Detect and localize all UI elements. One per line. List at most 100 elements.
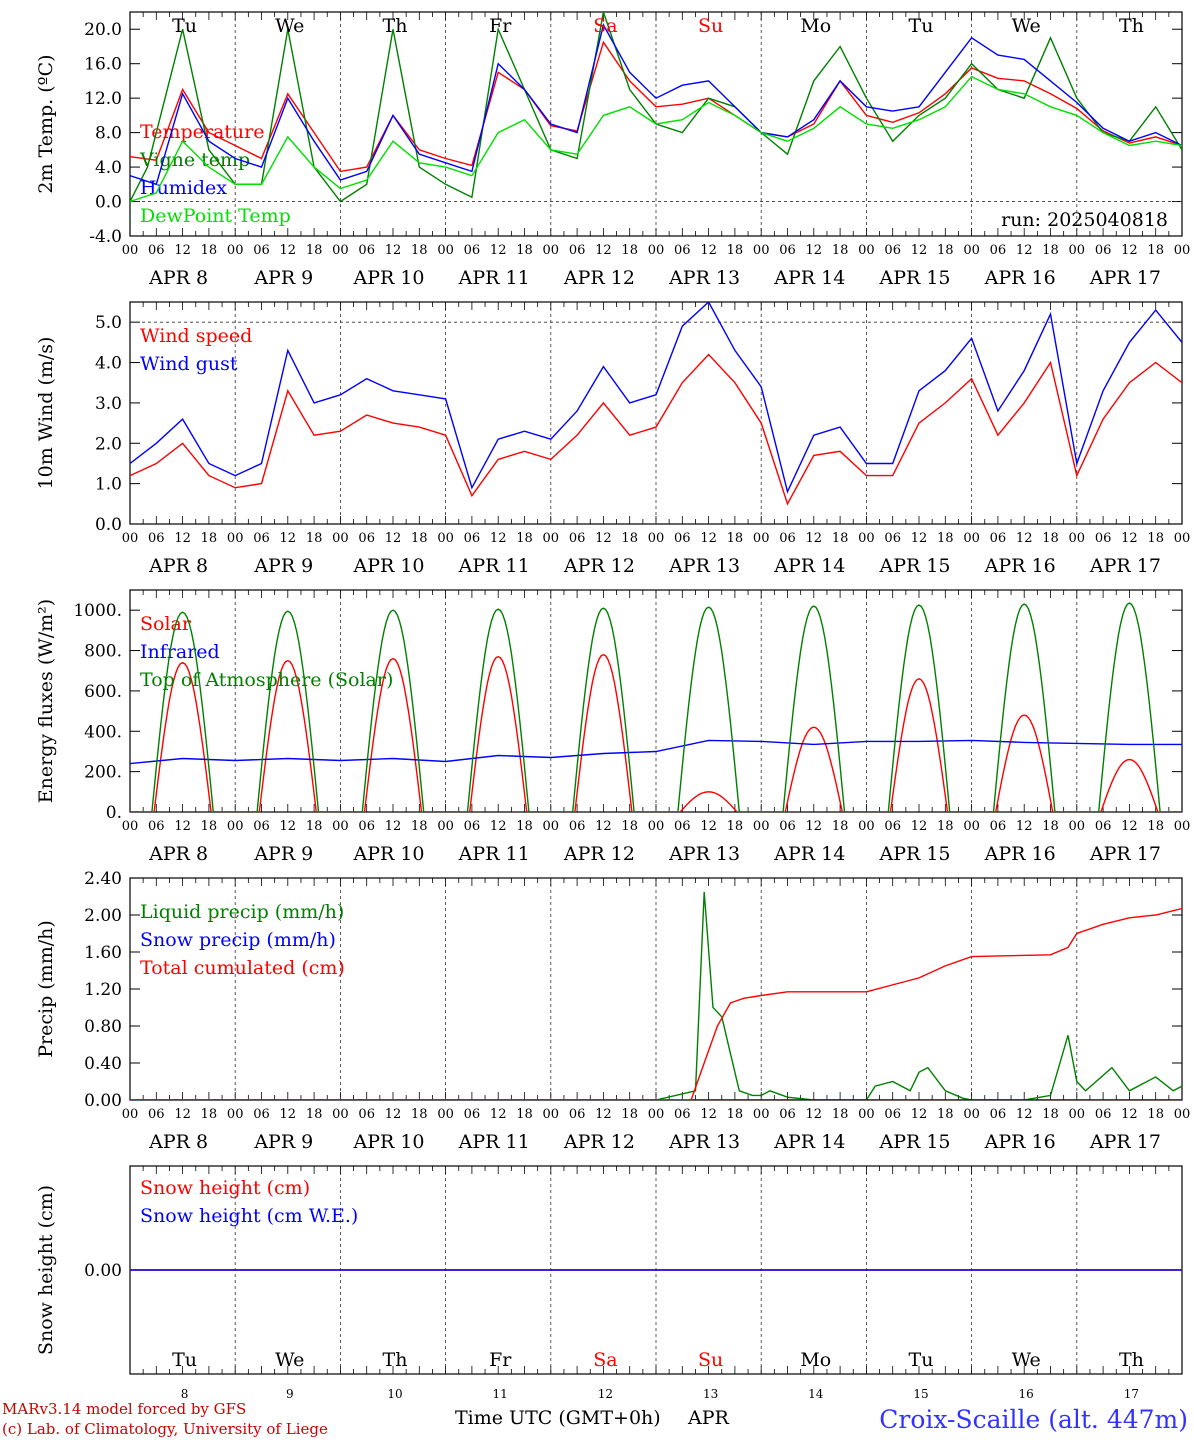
legend-entry: Solar: [140, 613, 192, 635]
hour-tick-label: 00: [543, 531, 560, 546]
hour-tick-label: 06: [884, 819, 901, 834]
month-label: APR: [687, 1407, 730, 1429]
hour-tick-label: 12: [490, 1107, 507, 1122]
hour-tick-label: 12: [1121, 243, 1138, 258]
hour-tick-label: 00: [648, 531, 665, 546]
y-tick-label: 2.0: [95, 434, 122, 454]
hour-tick-label: 06: [779, 1107, 796, 1122]
hour-tick-label: 18: [306, 243, 323, 258]
hour-tick-label: 18: [306, 531, 323, 546]
y-tick-label: 0.00: [84, 1261, 122, 1281]
hour-tick-label: 18: [1147, 819, 1164, 834]
day-of-week-label: We: [1012, 1349, 1041, 1371]
hour-tick-label: 12: [1121, 819, 1138, 834]
legend-entry: DewPoint Temp: [140, 205, 291, 227]
hour-tick-label: 12: [595, 819, 612, 834]
day-label: APR 9: [253, 843, 313, 865]
hour-tick-label: 12: [1121, 1107, 1138, 1122]
y-tick-label: 2.40: [84, 869, 122, 889]
hour-tick-label: 18: [727, 819, 744, 834]
day-label: APR 9: [253, 267, 313, 289]
y-tick-label: 12.0: [84, 89, 122, 109]
hour-tick-label: 00: [332, 243, 349, 258]
day-label: APR 14: [773, 555, 845, 577]
hour-tick-label: 00: [1174, 819, 1191, 834]
hour-tick-label: 12: [595, 531, 612, 546]
day-label: APR 10: [352, 267, 424, 289]
hour-tick-label: 06: [569, 1107, 586, 1122]
hour-tick-label: 18: [832, 819, 849, 834]
hour-tick-label: 06: [674, 243, 691, 258]
hour-tick-label: 06: [253, 243, 270, 258]
hour-tick-label: 18: [727, 1107, 744, 1122]
hour-tick-label: 06: [569, 819, 586, 834]
hour-tick-label: 18: [621, 1107, 638, 1122]
hour-tick-label: 18: [201, 1107, 218, 1122]
day-label: APR 13: [668, 555, 740, 577]
day-of-week-label: Fr: [489, 1349, 512, 1371]
hour-tick-label: 06: [358, 819, 375, 834]
legend-entry: Liquid precip (mm/h): [140, 901, 344, 923]
hour-tick-label: 00: [648, 819, 665, 834]
hour-tick-label: 06: [779, 531, 796, 546]
legend-entry: Vigne temp: [139, 149, 250, 171]
series-line-flux-2: [130, 602, 1182, 812]
hour-tick-label: 00: [648, 243, 665, 258]
station-title: Croix-Scaille (alt. 447m): [879, 1405, 1188, 1434]
hour-tick-label: 06: [990, 819, 1007, 834]
hour-tick-label: 12: [490, 819, 507, 834]
hour-tick-label: 00: [753, 1107, 770, 1122]
day-label: APR 11: [458, 267, 530, 289]
series-line-temp-2: [130, 22, 1182, 186]
hour-tick-label: 18: [937, 531, 954, 546]
day-of-week-label: Sa: [593, 15, 617, 37]
y-tick-label: 800.: [84, 642, 122, 662]
day-label: APR 14: [773, 267, 845, 289]
hour-tick-label: 12: [1016, 531, 1033, 546]
day-label: APR 13: [668, 843, 740, 865]
day-label: APR 16: [984, 843, 1056, 865]
y-tick-label: 0.0: [95, 515, 122, 535]
hour-tick-label: 18: [306, 819, 323, 834]
hour-tick-label: 06: [464, 1107, 481, 1122]
hour-tick-label: 00: [437, 243, 454, 258]
hour-tick-label: 18: [201, 531, 218, 546]
hour-tick-label: 12: [1121, 531, 1138, 546]
hour-tick-label: 00: [437, 819, 454, 834]
hour-tick-label: 18: [516, 819, 533, 834]
hour-tick-label: 00: [1069, 819, 1086, 834]
day-label: APR 15: [878, 555, 950, 577]
hour-tick-label: 18: [411, 531, 428, 546]
legend-entry: Snow precip (mm/h): [140, 929, 336, 951]
hour-tick-label: 00: [1174, 1107, 1191, 1122]
y-tick-label: 3.0: [95, 394, 122, 414]
hour-tick-label: 06: [884, 531, 901, 546]
series-line-wind-1: [130, 302, 1182, 494]
y-tick-label: 1.60: [84, 943, 122, 963]
y-tick-label: 20.0: [84, 20, 122, 40]
day-number-label: 10: [387, 1387, 402, 1401]
series-line-precip-2: [130, 907, 1182, 1100]
hour-tick-label: 12: [700, 1107, 717, 1122]
day-label: APR 17: [1089, 843, 1161, 865]
y-tick-label: 5.0: [95, 313, 122, 333]
hour-tick-label: 18: [1042, 243, 1059, 258]
hour-tick-label: 18: [516, 243, 533, 258]
hour-tick-label: 00: [963, 243, 980, 258]
hour-tick-label: 18: [1042, 531, 1059, 546]
day-label: APR 12: [563, 267, 635, 289]
hour-tick-label: 18: [621, 819, 638, 834]
hour-tick-label: 12: [1016, 819, 1033, 834]
day-of-week-label: Fr: [489, 15, 512, 37]
hour-tick-label: 12: [1016, 243, 1033, 258]
day-label: APR 15: [878, 267, 950, 289]
hour-tick-label: 00: [753, 243, 770, 258]
day-label: APR 8: [148, 555, 208, 577]
day-of-week-label: Tu: [172, 15, 197, 37]
hour-tick-label: 12: [595, 1107, 612, 1122]
legend-entry: Snow height (cm): [140, 1177, 310, 1199]
day-label: APR 8: [148, 1131, 208, 1153]
hour-tick-label: 12: [806, 819, 823, 834]
hour-tick-label: 12: [174, 819, 191, 834]
hour-tick-label: 00: [332, 1107, 349, 1122]
